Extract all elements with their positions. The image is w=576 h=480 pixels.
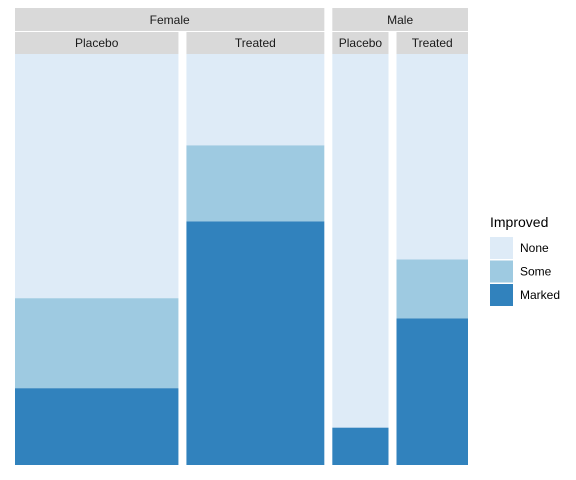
chart-panels: Female Placebo Treated Male Placebo Treated [15,8,468,465]
bar-segment-female-treated-none [186,54,325,146]
strip-male-treated [396,32,468,54]
strip-male-placebo [332,32,389,54]
strip-female-placebo [15,32,179,54]
strip-label-male: Male [387,13,413,27]
bar-segment-female-placebo-marked [15,388,179,465]
legend-title: Improved [490,214,548,230]
legend: Improved None Some Marked [490,214,560,306]
strip-label-female: Female [150,13,190,27]
legend-label-some: Some [520,265,552,279]
legend-entries: None Some Marked [490,237,560,306]
legend-key-some [490,260,513,283]
bar-segment-male-treated-marked [396,318,468,465]
strip-male [332,8,468,31]
bar-segment-female-treated-some [186,145,325,222]
bar-segment-male-treated-none [396,54,468,260]
bar-segment-male-placebo-marked [332,427,389,465]
bar-segment-female-placebo-some [15,298,179,389]
strip-female [15,8,325,31]
strip-label-male-treated: Treated [412,36,453,50]
bar-segment-female-treated-marked [186,221,325,465]
strip-label-male-placebo: Placebo [339,36,383,50]
strip-label-female-placebo: Placebo [75,36,119,50]
legend-label-marked: Marked [520,288,560,302]
bar-segment-female-placebo-none [15,54,179,299]
strip-label-female-treated: Treated [235,36,276,50]
legend-key-marked [490,284,513,306]
legend-label-none: None [520,241,549,255]
legend-key-none [490,237,513,259]
bar-segment-male-treated-some [396,259,468,319]
strip-female-treated [186,32,325,54]
bar-segment-male-placebo-none [332,54,389,428]
